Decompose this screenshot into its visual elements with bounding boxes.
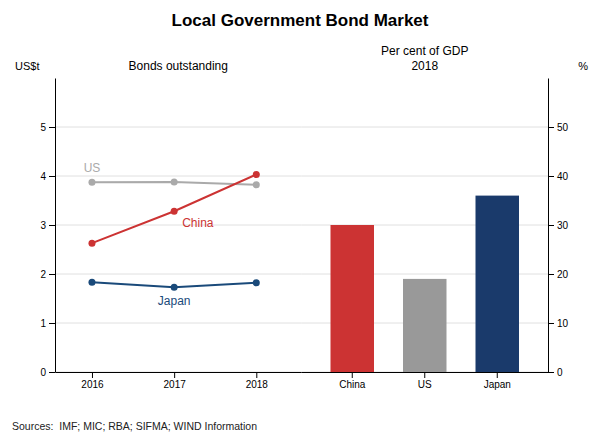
tick: China (339, 372, 366, 390)
tick: 5 (40, 122, 55, 133)
series-label: China (182, 216, 214, 230)
tick-mark (548, 225, 554, 226)
tick-label: 40 (557, 171, 569, 182)
subtitle: Per cent of GDP2018 (381, 44, 468, 73)
tick-mark (352, 372, 353, 378)
tick-mark (548, 274, 554, 275)
tick-label: 1 (40, 318, 46, 329)
grid-line (55, 176, 302, 177)
series-label: US (84, 161, 101, 175)
tick-label: 0 (557, 367, 563, 378)
grid-line (55, 225, 302, 226)
subtitle-line: Per cent of GDP (381, 44, 468, 58)
tick-mark (256, 372, 257, 378)
tick-label: 2016 (81, 379, 104, 390)
tick-label: 4 (40, 171, 46, 182)
tick-mark (548, 176, 554, 177)
tick-label: 2017 (164, 379, 187, 390)
tick: 3 (40, 220, 55, 231)
tick: 50 (548, 122, 569, 133)
grid-right (302, 127, 549, 372)
tick-label: Japan (484, 379, 511, 390)
tick-mark (49, 372, 55, 373)
tick-label: 30 (557, 220, 569, 231)
marker (253, 279, 260, 286)
tick: Japan (484, 372, 511, 390)
axis-unit: US$t (15, 60, 39, 72)
tick: 10 (548, 318, 569, 329)
tick-label: 20 (557, 269, 569, 280)
tick-mark (548, 127, 554, 128)
tick-mark (92, 372, 93, 378)
tick: 1 (40, 318, 55, 329)
grid-left (55, 127, 302, 372)
marker (171, 208, 178, 215)
tick-mark (49, 176, 55, 177)
plot-right (331, 196, 520, 372)
tick-label: China (339, 379, 366, 390)
tick-mark (174, 372, 175, 378)
marker (253, 181, 260, 188)
tick: 2017 (164, 372, 187, 390)
marker (253, 171, 260, 178)
subtitle-line: 2018 (411, 59, 438, 73)
tick: 0 (548, 367, 563, 378)
tick: 2018 (246, 372, 269, 390)
series-label: Japan (158, 294, 191, 308)
tick-label: 10 (557, 318, 569, 329)
marker (88, 240, 95, 247)
tick-mark (497, 372, 498, 378)
title: Local Government Bond Market (172, 11, 429, 30)
tick: 2 (40, 269, 55, 280)
axis-line (55, 79, 56, 373)
tick-mark (424, 372, 425, 378)
tick: 40 (548, 171, 569, 182)
x-axis-left: 2016 2017 2018 (56, 372, 303, 390)
grid-line (302, 176, 549, 177)
tick: 0 (40, 367, 55, 378)
tick-label: 5 (40, 122, 46, 133)
line (92, 175, 256, 244)
tick-label: 2 (40, 269, 46, 280)
tick: 2016 (81, 372, 104, 390)
bar (331, 225, 375, 372)
tick-mark (548, 323, 554, 324)
grid-line (55, 323, 302, 324)
tick: US (418, 372, 432, 390)
tick-label: US (418, 379, 432, 390)
tick-label: 50 (557, 122, 569, 133)
grid-line (55, 274, 302, 275)
tick-mark (49, 323, 55, 324)
bar (476, 196, 520, 372)
marker (171, 178, 178, 185)
y-axis-left: 0 1 2 3 4 5 (40, 79, 55, 378)
subtitle: Bonds outstanding (129, 59, 228, 73)
marker (88, 179, 95, 186)
chart: Local Government Bond Market012345201620… (0, 0, 600, 438)
tick-mark (49, 225, 55, 226)
tick-mark (49, 127, 55, 128)
tick-label: 3 (40, 220, 46, 231)
bar (403, 279, 447, 372)
axis-unit: % (578, 60, 588, 72)
marker (171, 284, 178, 291)
plot-left (88, 171, 259, 291)
grid-line (55, 127, 302, 128)
tick: 20 (548, 269, 569, 280)
source: Sources: IMF; MIC; RBA; SIFMA; WIND Info… (12, 420, 257, 432)
tick: 4 (40, 171, 55, 182)
grid-line (302, 127, 549, 128)
tick-label: 0 (40, 367, 46, 378)
y-axis-right: 0 10 20 30 40 50 (548, 79, 569, 378)
marker (88, 279, 95, 286)
x-axis-right: China US Japan (302, 372, 549, 390)
tick-label: 2018 (246, 379, 269, 390)
tick-mark (548, 372, 554, 373)
tick-mark (49, 274, 55, 275)
tick: 30 (548, 220, 569, 231)
